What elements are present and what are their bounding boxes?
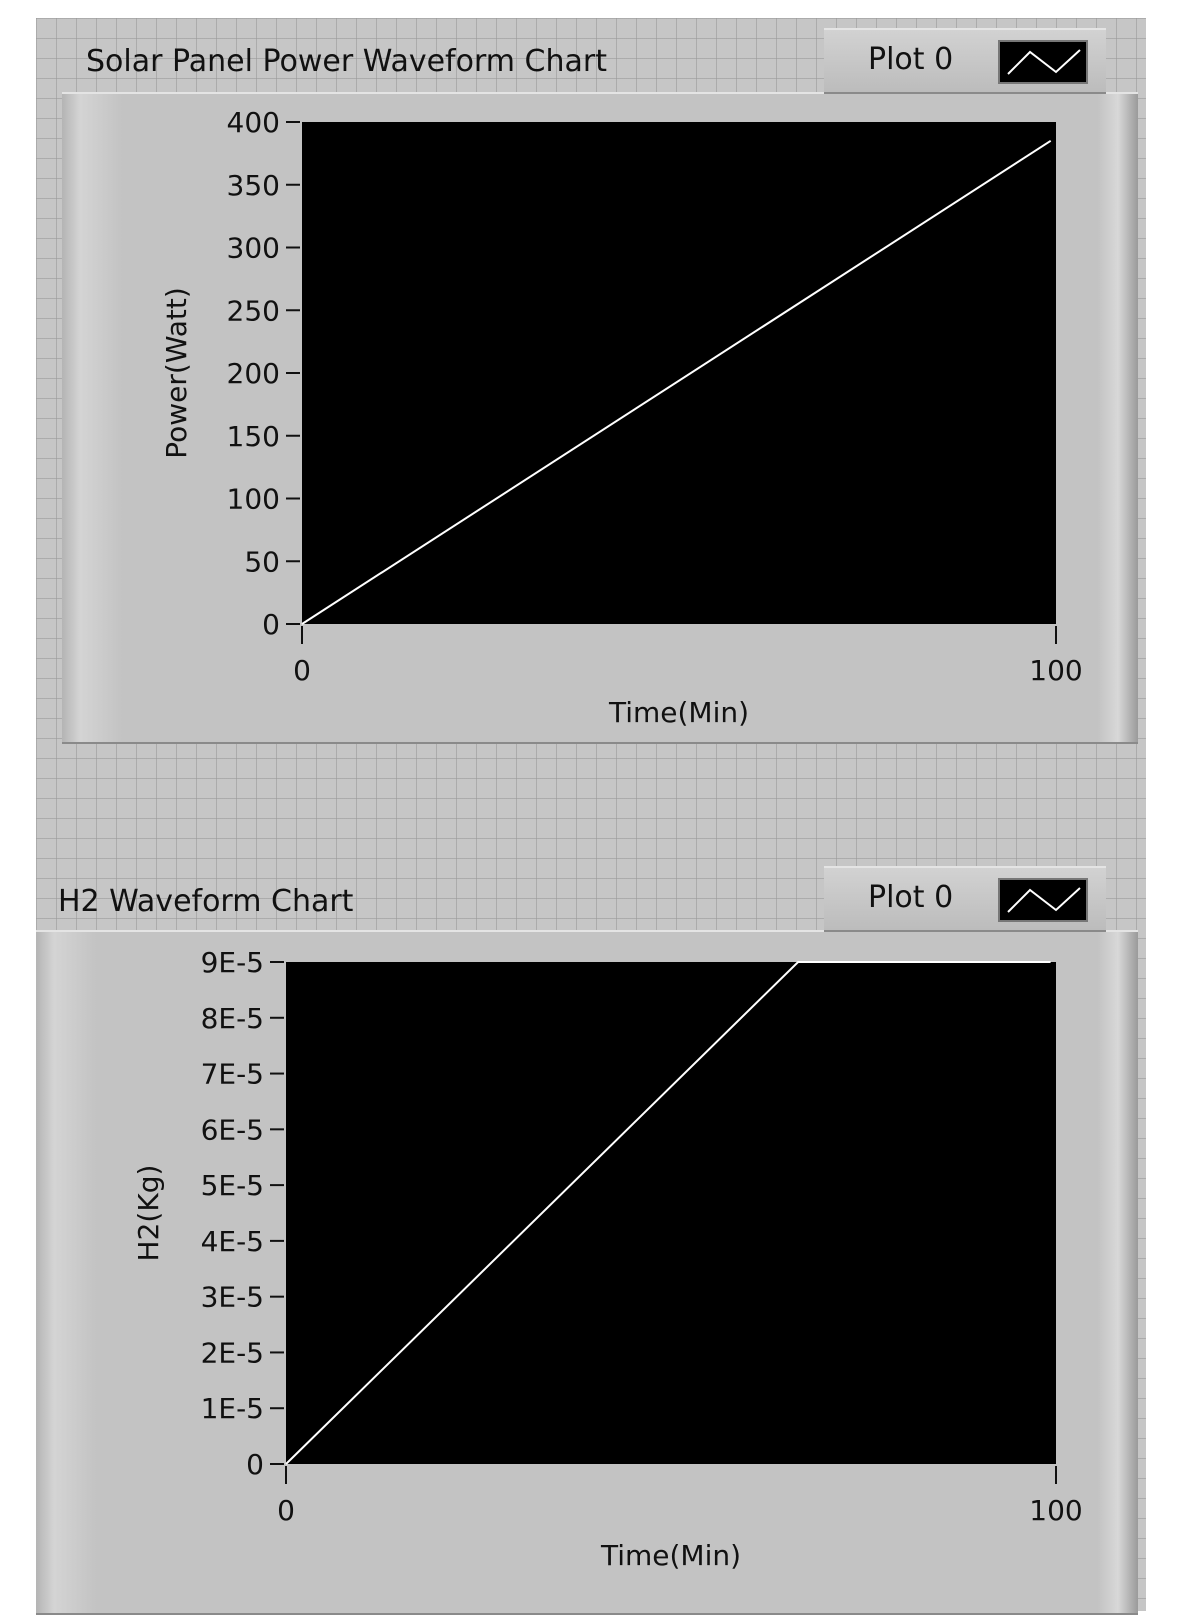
x-axis-label: Time(Min) [608, 696, 749, 729]
y-tick-label: 2E-5 [201, 1336, 264, 1369]
series-line [301, 139, 1052, 625]
h2-chart-title: H2 Waveform Chart [58, 884, 354, 919]
x-tick-label: 0 [277, 1494, 295, 1527]
y-tick-label: 3E-5 [201, 1281, 264, 1314]
y-tick-label: 200 [227, 357, 280, 390]
y-tick-label: 100 [227, 483, 280, 516]
power-chart-legend[interactable]: Plot 0 [824, 28, 1106, 94]
y-tick-label: 4E-5 [201, 1225, 264, 1258]
y-tick-label: 9E-5 [201, 946, 264, 979]
x-tick-label: 0 [293, 654, 311, 687]
y-tick-label: 1E-5 [201, 1392, 264, 1425]
y-tick-label: 150 [227, 420, 280, 453]
plot-area [286, 962, 1056, 1464]
y-tick-label: 350 [227, 169, 280, 202]
y-axis-label: H2(Kg) [132, 1165, 165, 1262]
y-tick-label: 50 [244, 545, 280, 578]
plot-style-icon [1007, 49, 1081, 75]
y-tick-label: 250 [227, 294, 280, 327]
power-legend-label: Plot 0 [868, 42, 954, 77]
power-legend-swatch[interactable] [998, 40, 1088, 84]
y-tick-label: 5E-5 [201, 1169, 264, 1202]
x-axis-label: Time(Min) [600, 1539, 741, 1572]
y-tick-label: 0 [246, 1448, 264, 1481]
y-tick-label: 7E-5 [201, 1058, 264, 1091]
y-tick-label: 400 [227, 106, 280, 139]
h2-legend-label: Plot 0 [868, 880, 954, 915]
x-tick-label: 100 [1029, 1494, 1082, 1527]
power-chart-title: Solar Panel Power Waveform Chart [86, 44, 607, 79]
h2-chart-legend[interactable]: Plot 0 [824, 866, 1106, 932]
plot-area [302, 122, 1056, 624]
h2-legend-swatch[interactable] [998, 878, 1088, 922]
x-tick-label: 100 [1029, 654, 1082, 687]
y-tick-label: 300 [227, 232, 280, 265]
y-axis-label: Power(Watt) [160, 287, 193, 459]
y-tick-label: 0 [262, 608, 280, 641]
y-tick-label: 8E-5 [201, 1002, 264, 1035]
plot-style-icon [1007, 887, 1081, 913]
y-tick-label: 6E-5 [201, 1113, 264, 1146]
series-line [285, 961, 1051, 1465]
